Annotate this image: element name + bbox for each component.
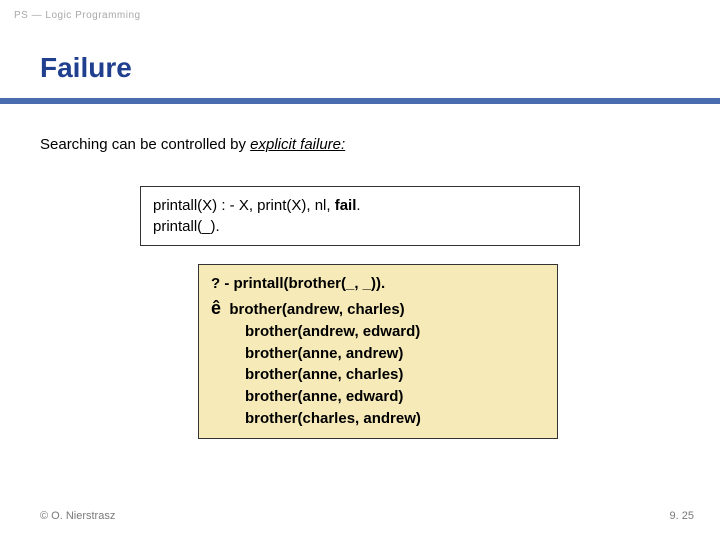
footer-copyright: © O. Nierstrasz bbox=[40, 510, 115, 522]
result-line: brother(andrew, edward) bbox=[211, 321, 545, 343]
result-item: brother(andrew, charles) bbox=[229, 301, 404, 318]
result-line: brother(anne, charles) bbox=[211, 364, 545, 386]
code-box-definition: printall(X) : - X, print(X), nl, fail. p… bbox=[140, 186, 580, 246]
title-underline bbox=[0, 98, 720, 104]
intro-emph: explicit failure: bbox=[250, 136, 345, 153]
code-keyword-fail: fail bbox=[335, 197, 357, 214]
result-line: brother(anne, andrew) bbox=[211, 343, 545, 365]
course-label: PS — Logic Programming bbox=[14, 10, 141, 21]
result-item: brother(anne, edward) bbox=[245, 388, 403, 405]
code-line-2: printall(_). bbox=[153, 216, 567, 237]
code-text: . bbox=[356, 197, 360, 214]
code-line-1: printall(X) : - X, print(X), nl, fail. bbox=[153, 195, 567, 216]
result-item: brother(anne, andrew) bbox=[245, 345, 403, 362]
query-prompt: ? - bbox=[211, 275, 234, 292]
result-line: brother(charles, andrew) bbox=[211, 408, 545, 430]
query-line: ? - printall(brother(_, _)). bbox=[211, 273, 545, 295]
intro-prefix: Searching can be controlled by bbox=[40, 136, 250, 153]
footer-page-number: 9. 25 bbox=[670, 510, 694, 522]
result-item: brother(anne, charles) bbox=[245, 366, 403, 383]
result-line: ê brother(andrew, charles) bbox=[211, 295, 545, 321]
code-box-query: ? - printall(brother(_, _)). ê brother(a… bbox=[198, 264, 558, 439]
intro-text: Searching can be controlled by explicit … bbox=[40, 136, 345, 153]
arrow-icon: ê bbox=[211, 298, 221, 318]
result-line: brother(anne, edward) bbox=[211, 386, 545, 408]
page-title: Failure bbox=[40, 52, 132, 84]
code-text: printall(X) : - X, print(X), nl, bbox=[153, 197, 335, 214]
query-predicate: printall(brother(_, _)). bbox=[234, 275, 386, 292]
result-item: brother(andrew, edward) bbox=[245, 323, 420, 340]
result-item: brother(charles, andrew) bbox=[245, 410, 421, 427]
